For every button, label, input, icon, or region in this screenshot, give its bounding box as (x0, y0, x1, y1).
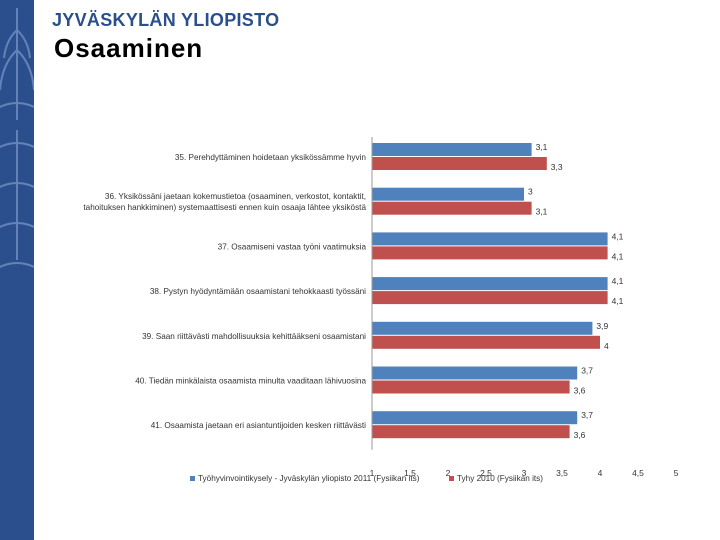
x-tick-label: 1 (370, 468, 375, 478)
x-tick-label: 5 (674, 468, 679, 478)
legend-entry: Työhyvinvointikysely - Jyväskylän yliopi… (198, 474, 420, 483)
legend-swatch (449, 476, 454, 481)
bar (372, 366, 578, 380)
bar (372, 321, 593, 335)
data-label: 4,1 (612, 296, 624, 306)
bar (372, 277, 608, 291)
chart-bars (372, 143, 608, 439)
sidebar-band (0, 0, 34, 540)
data-labels: 3,13,333,14,14,14,14,13,943,73,63,73,6 (528, 142, 624, 440)
category-label: 35. Perehdyttäminen hoidetaan yksikössäm… (175, 153, 367, 162)
bar (372, 380, 570, 394)
x-tick-label: 3 (522, 468, 527, 478)
category-label: 36. Yksikössäni jaetaan kokemustietoa (o… (105, 192, 366, 201)
category-label: tahoituksen hankkiminen) systemaattisest… (83, 203, 366, 212)
university-logo-text: JYVÄSKYLÄN YLIOPISTO (52, 10, 280, 30)
x-tick-label: 3,5 (556, 468, 568, 478)
data-label: 3,1 (536, 207, 548, 217)
bar (372, 143, 532, 156)
x-tick-label: 1,5 (404, 468, 416, 478)
data-label: 3,6 (574, 430, 586, 440)
category-label: 39. Saan riittävästi mahdollisuuksia keh… (142, 332, 366, 341)
university-emblem-icon (0, 8, 34, 268)
data-label: 4 (604, 341, 609, 351)
x-tick-label: 2,5 (480, 468, 492, 478)
legend-entry: Tyhy 2010 (Fysiikan its) (457, 474, 543, 483)
data-label: 4,1 (612, 251, 624, 261)
data-label: 3,7 (581, 410, 593, 420)
category-label: 38. Pystyn hyödyntämään osaamistani teho… (150, 287, 366, 296)
category-label: 37. Osaamiseni vastaa työni vaatimuksia (218, 242, 367, 251)
x-tick-label: 2 (446, 468, 451, 478)
page-title: Osaaminen (54, 33, 204, 63)
category-label: 40. Tiedän minkälaista osaamista minulta… (135, 377, 366, 386)
bar (372, 201, 532, 215)
bar (372, 291, 608, 305)
bar (372, 157, 547, 170)
bar (372, 335, 600, 349)
chart-legend: Työhyvinvointikysely - Jyväskylän yliopi… (190, 474, 543, 483)
bar (372, 411, 578, 425)
category-labels: 35. Perehdyttäminen hoidetaan yksikössäm… (83, 153, 366, 430)
data-label: 4,1 (612, 231, 624, 241)
value-axis: 1 1,5 2 2,5 3 3,5 4 4,5 5 (370, 137, 679, 478)
legend-swatch (190, 476, 195, 481)
category-label: 41. Osaamista jaetaan eri asiantuntijoid… (151, 421, 366, 430)
data-label: 3,7 (581, 366, 593, 376)
x-tick-label: 4,5 (632, 468, 644, 478)
data-label: 3,3 (551, 162, 563, 172)
bar (372, 246, 608, 260)
bar (372, 232, 608, 246)
data-label: 4,1 (612, 276, 624, 286)
data-label: 3,6 (574, 386, 586, 396)
data-label: 3 (528, 187, 533, 197)
data-label: 3,9 (596, 321, 608, 331)
bar (372, 425, 570, 439)
bar (372, 187, 524, 201)
data-label: 3,1 (536, 142, 548, 152)
x-tick-label: 4 (598, 468, 603, 478)
